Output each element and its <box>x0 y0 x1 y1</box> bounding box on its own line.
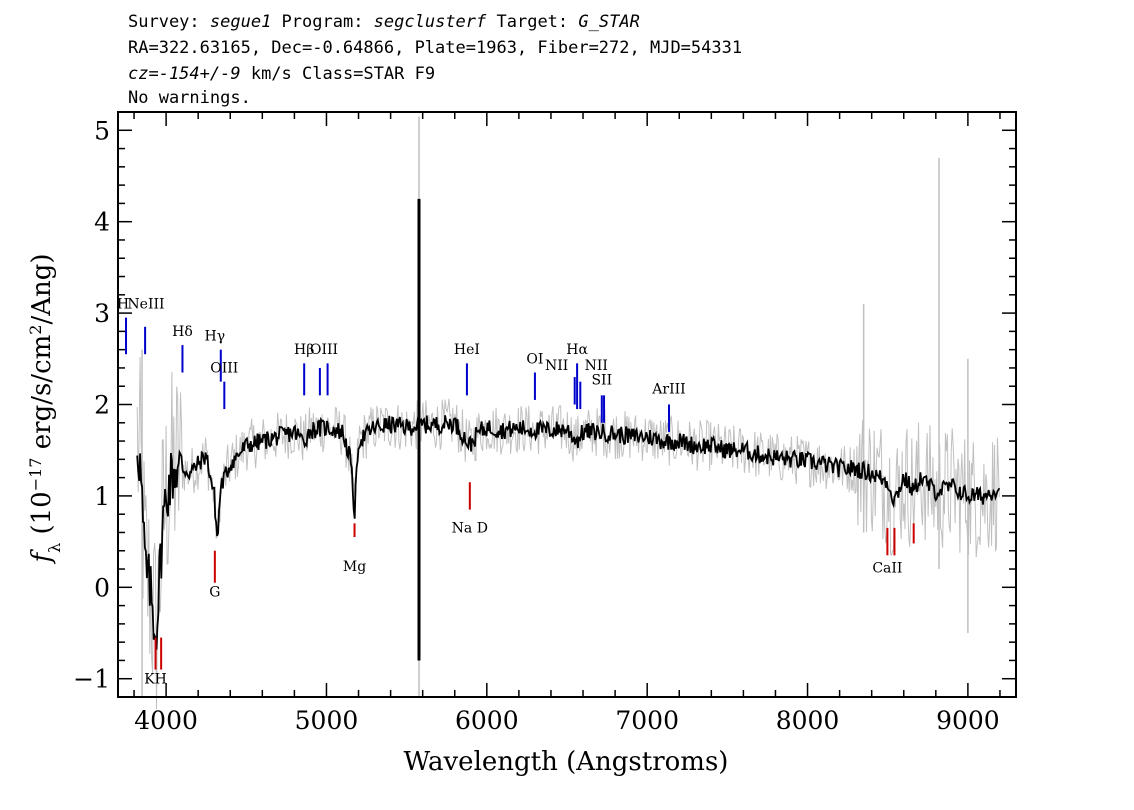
y-tick-label: 1 <box>94 482 110 511</box>
x-axis-label: Wavelength (Angstroms) <box>404 747 729 777</box>
x-tick-label: 7000 <box>615 706 679 735</box>
header-fragment: Target: <box>486 12 578 32</box>
header-fragment: Survey: <box>128 12 210 32</box>
x-tick-label: 5000 <box>295 706 359 735</box>
y-tick-label: 0 <box>94 573 110 602</box>
y-axis-label-fragment: (10 <box>27 491 57 543</box>
header-fragment: G_STAR <box>578 12 639 32</box>
emission-line-label: OIII <box>310 342 338 358</box>
y-axis-label-fragment: −17 <box>26 458 45 492</box>
y-axis-label-fragment: λ <box>45 543 64 553</box>
emission-line-label: HeI <box>454 342 480 358</box>
x-tick-label: 8000 <box>776 706 840 735</box>
header-line-4: No warnings. <box>128 88 251 108</box>
emission-line-label: ArIII <box>651 382 685 398</box>
header-fragment: km/s Class=STAR F9 <box>241 64 435 84</box>
absorption-line-label: G <box>209 584 220 600</box>
emission-line-label: NII <box>585 358 608 374</box>
absorption-line-label: Mg <box>343 559 366 575</box>
x-tick-label: 9000 <box>936 706 1000 735</box>
flux-error-series <box>136 356 1000 710</box>
y-axis-label-fragment: erg/s/cm <box>27 335 57 458</box>
emission-line-label: Hδ <box>172 324 193 340</box>
y-axis-label-fragment: /Ang) <box>27 253 57 324</box>
absorption-line-label: KH <box>144 671 167 687</box>
emission-line-label: H <box>117 297 129 313</box>
x-tick-label: 4000 <box>134 706 198 735</box>
y-tick-label: 3 <box>94 299 110 328</box>
header-block: Survey: segue1 Program: segclusterf Targ… <box>128 12 742 108</box>
error-band-layer <box>136 116 1000 710</box>
axes-layer: 4000 5000 6000 7000 8000 9000 −1 0 1 2 3 4 5 <box>73 111 1017 735</box>
absorption-line-label: Na D <box>452 520 488 536</box>
emission-line-label: Hβ <box>294 342 314 358</box>
flux-layer <box>136 198 1001 661</box>
y-tick-label: 2 <box>94 391 110 420</box>
emission-line-label: Hα <box>566 342 588 358</box>
x-tick-label: 6000 <box>455 706 519 735</box>
emission-line-label: Hγ <box>204 329 225 345</box>
header-fragment: segclusterf <box>374 12 487 32</box>
absorption-line-label: CaII <box>872 561 902 577</box>
y-tick-label: 4 <box>94 208 110 237</box>
header-line-1: Survey: segue1 Program: segclusterf Targ… <box>128 12 640 32</box>
y-axis-label: fλ (10−17 erg/s/cm2/Ang) <box>26 253 64 564</box>
header-fragment: cz=-154+/-9 <box>128 64 241 84</box>
y-tick-label: −1 <box>73 665 110 694</box>
emission-line-label: OIII <box>210 361 238 377</box>
emission-line-label: NII <box>545 358 568 374</box>
y-axis-label-fragment: 2 <box>26 325 45 335</box>
header-line-2: RA=322.63165, Dec=-0.64866, Plate=1963, … <box>128 38 742 58</box>
emission-line-label: SII <box>591 372 612 388</box>
header-line-3: cz=-154+/-9 km/s Class=STAR F9 <box>128 64 435 84</box>
emission-line-label: NeIII <box>127 297 164 313</box>
header-fragment: segue1 <box>210 12 271 32</box>
header-fragment: Program: <box>271 12 373 32</box>
y-tick-label: 5 <box>94 116 110 145</box>
plot-frame <box>117 111 1017 698</box>
flux-series <box>136 415 1001 650</box>
emission-line-label: OI <box>526 351 543 367</box>
